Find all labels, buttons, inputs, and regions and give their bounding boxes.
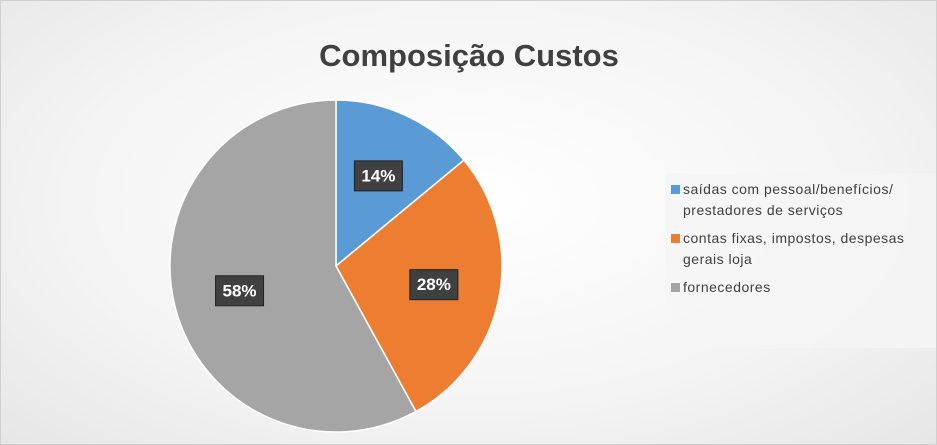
data-label-box <box>409 269 459 301</box>
data-label: 14% <box>361 166 395 185</box>
pie-slice <box>169 99 417 433</box>
data-label: 58% <box>223 281 257 300</box>
data-label: 28% <box>417 275 451 294</box>
legend: saídas com pessoal/benefícios/ prestador… <box>665 173 936 348</box>
legend-swatch <box>671 234 680 243</box>
legend-label: fornecedores <box>683 279 771 295</box>
legend-swatch <box>671 283 680 292</box>
legend-entry: saídas com pessoal/benefícios/ prestador… <box>671 179 936 221</box>
data-label-box <box>215 275 265 307</box>
legend-swatch <box>671 185 680 194</box>
legend-entry: fornecedores <box>671 277 936 298</box>
legend-entry: contas fixas, impostos, despesas gerais … <box>671 228 936 270</box>
legend-label: contas fixas, impostos, despesas gerais … <box>683 230 905 267</box>
data-label-box <box>353 160 403 192</box>
chart-title: Composição Custos <box>319 38 619 73</box>
legend-label: saídas com pessoal/benefícios/ prestador… <box>683 181 894 218</box>
